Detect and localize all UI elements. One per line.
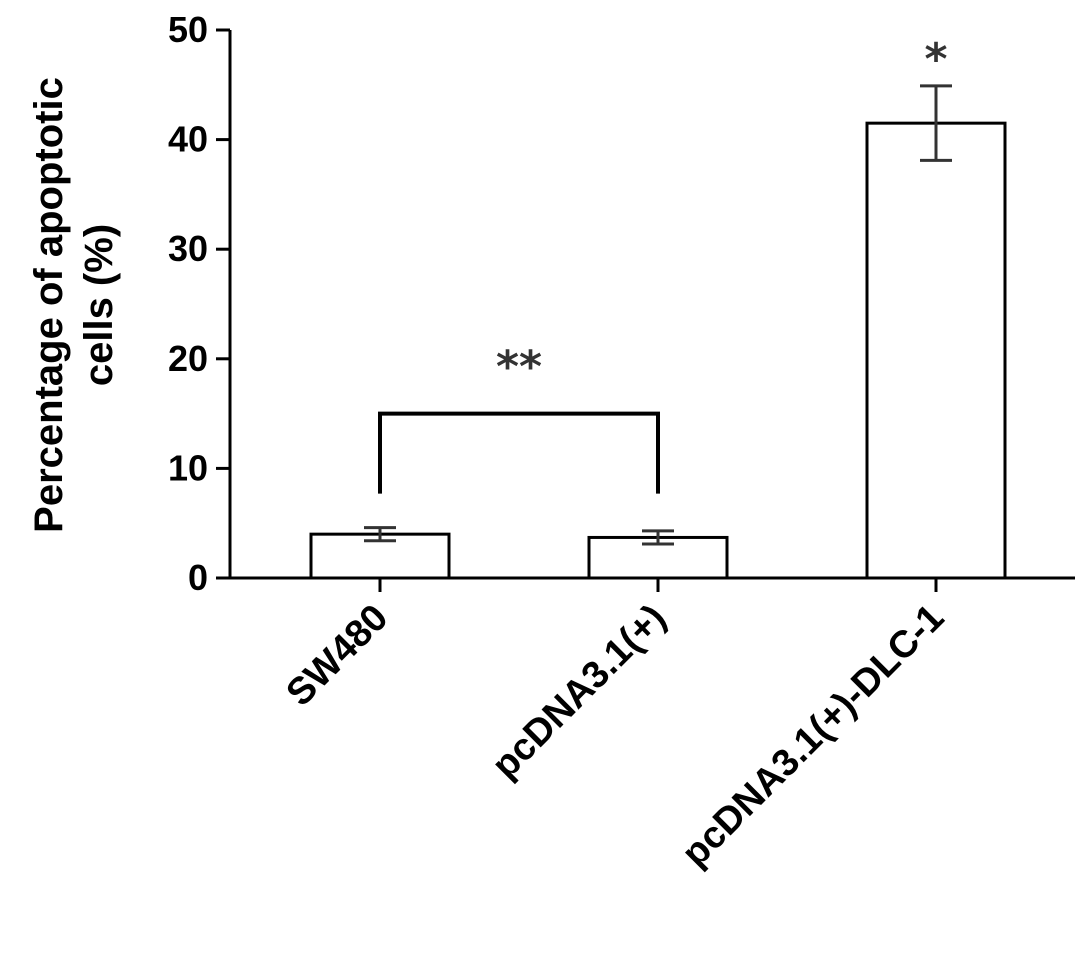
bar-2 — [865, 121, 1007, 580]
y-axis-title-line-2: cells (%) — [77, 224, 121, 386]
y-ticks: 0 10 20 30 40 50 — [168, 9, 230, 598]
x-tick-label-2: pcDNA3.1(+)-DLC-1 — [674, 597, 952, 875]
significance-label-bracket: ** — [496, 342, 542, 393]
significance-markers: *** — [378, 34, 948, 494]
x-tick-label-1: pcDNA3.1(+) — [484, 597, 674, 787]
y-tick-label: 20 — [168, 338, 208, 379]
significance-bracket — [378, 411, 660, 494]
y-tick-label: 50 — [168, 9, 208, 50]
y-tick-label: 40 — [168, 119, 208, 160]
y-tick-label: 0 — [188, 557, 208, 598]
y-axis-title: Percentage of apoptotic cells (%) — [27, 77, 121, 533]
error-bars — [364, 84, 952, 546]
y-axis-title-line-1: Percentage of apoptotic — [27, 77, 71, 533]
x-tick-labels: SW480 pcDNA3.1(+) pcDNA3.1(+)-DLC-1 — [279, 578, 952, 875]
y-tick-label: 30 — [168, 228, 208, 269]
y-tick-label: 10 — [168, 447, 208, 488]
bars — [309, 121, 1007, 580]
x-tick-label-0: SW480 — [279, 597, 397, 715]
significance-label-bar: * — [924, 34, 947, 85]
